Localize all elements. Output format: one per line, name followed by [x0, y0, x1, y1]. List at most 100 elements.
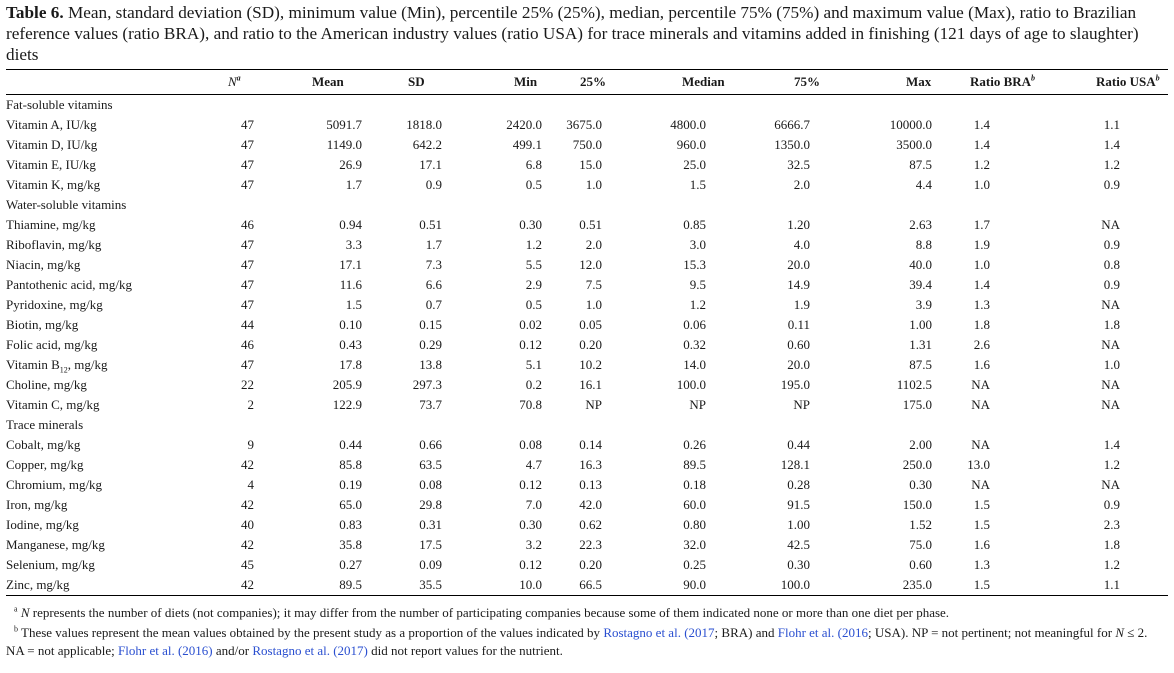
cell-mean: 122.9 [332, 397, 362, 412]
cell-min: 0.2 [525, 377, 542, 392]
cell-max: 1102.5 [896, 377, 932, 392]
cell-ratio-bra: 1.6 [973, 357, 990, 372]
header-name [6, 69, 214, 95]
cell-mean: 89.5 [339, 577, 362, 592]
cell-n: 45 [241, 557, 254, 572]
ref-link-flohr-2016[interactable]: Flohr et al. (2016) [118, 643, 213, 658]
cell-p75: 32.5 [787, 157, 810, 172]
cell-p25: 66.5 [579, 577, 602, 592]
cell-median: 1.2 [689, 297, 706, 312]
table-body: Fat-soluble vitamins Vitamin A, IU/kg 47 50… [6, 95, 1168, 596]
cell-sd: 1.7 [425, 237, 442, 252]
cell-ratio-usa: 0.8 [1103, 257, 1120, 272]
cell-ratio-usa: 1.2 [1103, 557, 1120, 572]
table-row: Vitamin A, IU/kg 47 5091.7 1818.0 2420.0 3675… [6, 115, 1168, 135]
header-mean: Mean [306, 69, 390, 95]
cell-ratio-bra: NA [971, 377, 990, 392]
table-row: Pantothenic acid, mg/kg 47 11.6 6.6 2.9 7.5 9.… [6, 275, 1168, 295]
cell-median: 0.06 [683, 317, 706, 332]
table-row: Thiamine, mg/kg 46 0.94 0.51 0.30 0.51 0.85 1.2… [6, 215, 1168, 235]
cell-n: 2 [247, 397, 255, 412]
row-label: Zinc, mg/kg [6, 577, 70, 592]
cell-p75: 1350.0 [774, 137, 810, 152]
cell-sd: 0.51 [419, 217, 442, 232]
cell-sd: 0.66 [419, 437, 442, 452]
cell-sd: 7.3 [425, 257, 442, 272]
cell-p75: 0.11 [787, 317, 810, 332]
cell-min: 0.5 [525, 177, 542, 192]
cell-max: 4.4 [915, 177, 932, 192]
cell-ratio-bra: 1.5 [973, 577, 990, 592]
cell-p25: 0.51 [579, 217, 602, 232]
cell-ratio-usa: 1.8 [1103, 317, 1120, 332]
cell-max: 1.31 [909, 337, 932, 352]
cell-n: 42 [241, 497, 254, 512]
cell-mean: 0.83 [339, 517, 362, 532]
cell-median: 60.0 [683, 497, 706, 512]
header-median: Median [666, 69, 770, 95]
cell-median: 0.80 [683, 517, 706, 532]
group-header-row: Water-soluble vitamins [6, 195, 1168, 215]
cell-n: 42 [241, 577, 254, 592]
header-min: Min [482, 69, 566, 95]
cell-sd: 642.2 [412, 137, 442, 152]
cell-p25: 16.1 [579, 377, 602, 392]
cell-min: 0.12 [519, 337, 542, 352]
footnote-b: b These values represent the mean values… [6, 624, 1148, 658]
row-label: Vitamin D, IU/kg [6, 137, 98, 152]
cell-mean: 0.27 [339, 557, 362, 572]
cell-max: 75.0 [909, 537, 932, 552]
cell-ratio-usa: NA [1101, 397, 1120, 412]
cell-ratio-bra: 1.0 [973, 257, 990, 272]
cell-p75: 0.60 [787, 337, 810, 352]
cell-mean: 0.19 [339, 477, 362, 492]
footnote-a: a N represents the number of diets (not … [14, 604, 950, 620]
cell-sd: 0.29 [419, 337, 442, 352]
data-table: Na Mean SD Min 25% Median 75% Max Ratio … [6, 69, 1168, 596]
row-label: Selenium, mg/kg [6, 557, 95, 572]
ref-link-rostagno-2017[interactable]: Rostagno et al. (2017 [603, 625, 715, 640]
table-row: Copper, mg/kg 42 85.8 63.5 4.7 16.3 89.5 128.1 2… [6, 455, 1168, 475]
cell-p75: 100.0 [780, 577, 810, 592]
row-label: Pantothenic acid, mg/kg [6, 277, 133, 292]
cell-median: 4800.0 [670, 117, 706, 132]
cell-ratio-bra: 1.3 [973, 557, 990, 572]
cell-min: 6.8 [525, 157, 542, 172]
ref-link-rostagno-2017[interactable]: Rostagno et al. (2017) [252, 643, 368, 658]
row-label: Chromium, mg/kg [6, 477, 103, 492]
table-row: Manganese, mg/kg 42 35.8 17.5 3.2 22.3 32.0 42.… [6, 535, 1168, 555]
row-label: Copper, mg/kg [6, 457, 84, 472]
caption-label: Table 6. [6, 3, 64, 22]
cell-min: 5.1 [525, 357, 542, 372]
cell-p75: 0.28 [787, 477, 810, 492]
cell-sd: 29.8 [419, 497, 442, 512]
cell-median: 32.0 [683, 537, 706, 552]
table-row: Iron, mg/kg 42 65.0 29.8 7.0 42.0 60.0 91.5 150.… [6, 495, 1168, 515]
cell-sd: 0.9 [425, 177, 442, 192]
header-n: Na [214, 69, 306, 95]
cell-median: 14.0 [683, 357, 706, 372]
table-row: Niacin, mg/kg 47 17.1 7.3 5.5 12.0 15.3 20.0 40.… [6, 255, 1168, 275]
cell-ratio-bra: NA [971, 437, 990, 452]
cell-ratio-bra: 1.0 [973, 177, 990, 192]
cell-median: 0.18 [683, 477, 706, 492]
ref-link-flohr-2016[interactable]: Flohr et al. (2016 [777, 625, 868, 640]
cell-sd: 0.31 [419, 517, 442, 532]
table-row: Vitamin D, IU/kg 47 1149.0 642.2 499.1 750.0 9… [6, 135, 1168, 155]
cell-sd: 73.7 [419, 397, 442, 412]
cell-min: 1.2 [525, 237, 542, 252]
cell-ratio-usa: NA [1101, 377, 1120, 392]
cell-mean: 35.8 [339, 537, 362, 552]
cell-mean: 0.43 [339, 337, 362, 352]
cell-max: 39.4 [909, 277, 932, 292]
cell-median: 960.0 [676, 137, 706, 152]
cell-ratio-bra: 1.2 [973, 157, 990, 172]
table-caption: Table 6. Mean, standard deviation (SD), … [6, 2, 1168, 65]
row-label: Riboflavin, mg/kg [6, 237, 102, 252]
cell-p25: 16.3 [579, 457, 602, 472]
cell-sd: 17.1 [419, 157, 442, 172]
table-row: Vitamin B12, mg/kg 47 17.8 13.8 5.1 10.2 14.0 2… [6, 355, 1168, 375]
cell-ratio-usa: 1.2 [1103, 457, 1120, 472]
cell-p25: NP [585, 397, 602, 412]
